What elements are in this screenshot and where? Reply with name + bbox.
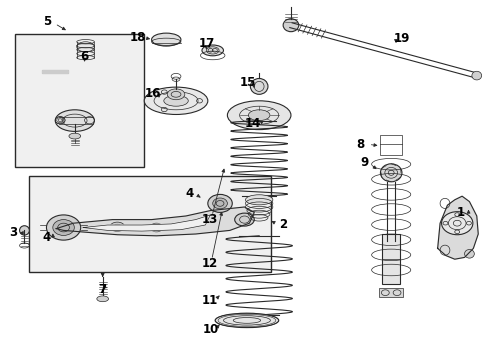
Bar (380, 135, 401, 155)
Text: 7: 7 (99, 283, 106, 296)
Text: 10: 10 (203, 323, 219, 336)
Ellipse shape (20, 226, 29, 235)
Ellipse shape (163, 95, 188, 106)
Text: 14: 14 (244, 117, 261, 130)
Ellipse shape (202, 45, 223, 56)
Ellipse shape (46, 215, 81, 240)
Ellipse shape (245, 195, 272, 205)
Ellipse shape (380, 164, 401, 182)
Text: 4: 4 (42, 231, 50, 244)
Ellipse shape (212, 198, 227, 209)
Text: 2: 2 (279, 219, 287, 231)
Ellipse shape (144, 87, 207, 114)
Ellipse shape (227, 101, 290, 130)
Text: 16: 16 (144, 87, 161, 100)
Ellipse shape (150, 223, 163, 232)
Ellipse shape (110, 222, 124, 231)
Ellipse shape (77, 42, 94, 52)
Bar (15, 34, 144, 167)
Polygon shape (83, 215, 210, 231)
Ellipse shape (471, 71, 481, 80)
Bar (41, 70, 68, 73)
Bar (29, 176, 271, 272)
Ellipse shape (283, 19, 298, 32)
Polygon shape (56, 207, 254, 236)
Text: 9: 9 (360, 156, 367, 169)
Ellipse shape (215, 313, 278, 328)
Text: 17: 17 (198, 37, 214, 50)
Text: 12: 12 (202, 257, 218, 270)
Ellipse shape (55, 110, 94, 131)
Ellipse shape (69, 133, 81, 139)
Text: 18: 18 (129, 31, 145, 44)
Ellipse shape (248, 110, 269, 121)
Polygon shape (437, 196, 477, 259)
Text: 1: 1 (456, 206, 464, 219)
Polygon shape (41, 70, 68, 73)
Ellipse shape (250, 78, 267, 94)
Text: 6: 6 (81, 50, 88, 63)
Text: 13: 13 (202, 213, 218, 226)
Text: 11: 11 (202, 294, 218, 307)
Bar (382, 234, 399, 284)
Bar (378, 288, 403, 297)
Ellipse shape (234, 213, 254, 226)
Circle shape (441, 212, 472, 235)
Ellipse shape (97, 296, 108, 302)
Text: 3: 3 (9, 226, 17, 239)
Ellipse shape (464, 249, 473, 258)
Text: 8: 8 (355, 138, 363, 150)
Text: 5: 5 (43, 15, 51, 28)
Text: 4: 4 (185, 187, 193, 200)
Ellipse shape (151, 33, 181, 46)
Ellipse shape (207, 194, 232, 212)
Ellipse shape (167, 89, 184, 100)
Text: 15: 15 (239, 76, 256, 89)
Ellipse shape (53, 220, 74, 235)
Text: 19: 19 (393, 32, 409, 45)
